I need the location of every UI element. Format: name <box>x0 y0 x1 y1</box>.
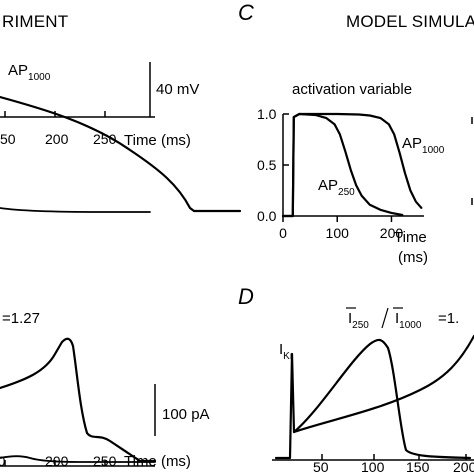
panel-b: =1.27 150 200 250 Time (ms) 100 pA <box>0 310 210 470</box>
model-simulation-title: MODEL SIMULAT <box>346 12 474 31</box>
ap-250-current-trace <box>0 455 156 463</box>
panel-c-time-label: Time <box>394 229 427 246</box>
panel-b-scalebar-label: 100 pA <box>162 406 210 423</box>
panel-letter-d: D <box>238 284 254 309</box>
ap-1000-voltage-trace <box>0 95 242 213</box>
panel-b-time-label: Time (ms) <box>124 453 191 470</box>
panel-a-tick-label-1: 50 <box>0 131 16 147</box>
panel-c-x-tick-label-2: 200 <box>380 225 404 241</box>
panel-b-ratio-text: =1.27 <box>2 310 40 327</box>
panel-d: I250 I1000 =1. IKr 50 100 150 200 <box>272 307 474 474</box>
panel-a-tick-label-3: 250 <box>93 131 117 147</box>
panel-d-ratio-numerator: I250 <box>348 310 369 331</box>
panel-c-title: activation variable <box>292 81 412 98</box>
panel-d-ratio-text: =1. <box>438 310 459 327</box>
panel-c-y-tick-label-0: 0.0 <box>257 208 277 224</box>
panel-c-time-unit-label: (ms) <box>398 249 428 266</box>
panel-c-y-tick-label-1: 0.5 <box>257 157 277 173</box>
panel-c-series <box>281 112 423 218</box>
panel-c-series-ap1000 <box>281 112 423 218</box>
panel-c-ticks: 0.0 0.5 1.0 0 100 200 <box>257 106 403 241</box>
ap-1000-current-trace <box>0 337 157 463</box>
panel-d-ikr-label: IKr <box>279 341 294 362</box>
panel-d-tick-label-3: 150 <box>406 459 430 474</box>
panel-a-scalebar-label: 40 mV <box>156 81 199 98</box>
panel-letter-c: C <box>238 0 254 25</box>
panel-c-ap1000-label: AP1000 <box>402 135 445 156</box>
panel-b-tick-label-1: 150 <box>0 453 6 469</box>
panel-c-y-tick-label-2: 1.0 <box>257 106 277 122</box>
panel-c-ap250-label: AP250 <box>318 177 355 198</box>
panel-d-ratio-denominator: I1000 <box>395 310 422 331</box>
ikr-ap250-trace <box>274 338 472 460</box>
panel-d-tick-label-2: 100 <box>361 459 385 474</box>
panel-b-tick-label-2: 200 <box>45 453 69 469</box>
panel-d-tick-label-4: 200 <box>453 459 474 474</box>
panel-d-fraction-slash <box>381 307 389 329</box>
ikr-ap1000-trace <box>292 334 474 434</box>
panel-a: 50 200 250 Time (ms) 40 mV AP1000 <box>0 62 242 213</box>
panel-a-trace-label: AP1000 <box>8 62 51 83</box>
ap-250-voltage-trace <box>0 207 151 213</box>
panel-c: activation variable 0.0 0.5 1.0 0 100 200 AP1… <box>257 81 473 266</box>
panel-c-series-ap250 <box>281 112 404 218</box>
panel-c-x-tick-label-1: 100 <box>326 225 350 241</box>
panel-c-x-tick-label-0: 0 <box>279 225 287 241</box>
panel-a-time-label: Time (ms) <box>124 132 191 149</box>
panel-d-tick-label-1: 50 <box>313 459 329 474</box>
panel-b-tick-label-3: 250 <box>93 453 117 469</box>
experiment-title: RIMENT <box>2 12 68 31</box>
panel-a-tick-label-2: 200 <box>45 131 69 147</box>
